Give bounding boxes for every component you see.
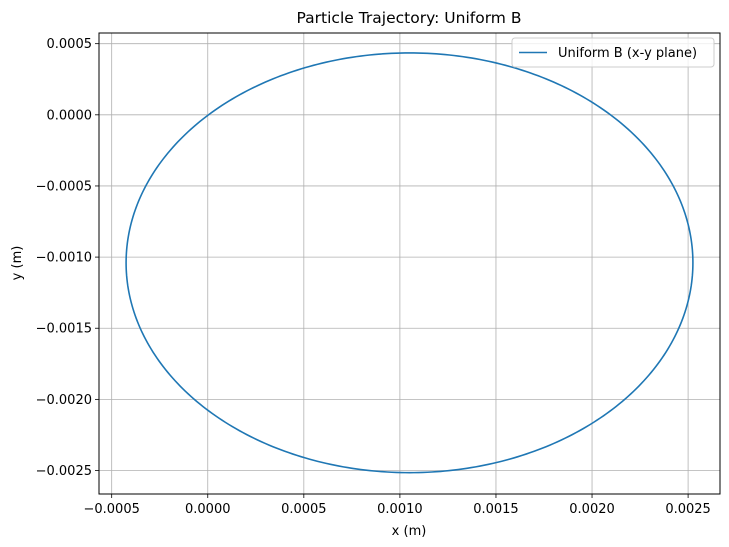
series-layer [125, 52, 694, 474]
x-tick-label: 0.0000 [185, 502, 231, 517]
chart-title: Particle Trajectory: Uniform B [297, 9, 522, 27]
ticks: −0.0005 0.0000 0.0005 0.0010 0.0015 0.0020 0.0… [36, 37, 711, 517]
x-tick-label: −0.0005 [83, 502, 139, 517]
y-tick-label: −0.0005 [36, 179, 92, 194]
legend: Uniform B (x-y plane) [511, 37, 715, 68]
x-tick-label: 0.0025 [665, 502, 711, 517]
x-tick-label: 0.0020 [569, 502, 615, 517]
grid [99, 33, 720, 494]
y-axis-label: y (m) [10, 246, 25, 281]
x-tick-label: 0.0010 [377, 502, 423, 517]
legend-box [511, 37, 715, 68]
trajectory-line [125, 52, 694, 474]
y-tick-label: −0.0020 [36, 393, 92, 408]
legend-label: Uniform B (x-y plane) [558, 46, 697, 61]
y-tick-label: 0.0000 [47, 108, 93, 123]
x-tick-label: 0.0015 [473, 502, 519, 517]
y-tick-label: −0.0015 [36, 322, 92, 337]
y-tick-label: 0.0005 [47, 37, 93, 52]
y-tick-label: −0.0025 [36, 464, 92, 479]
plot-area-frame [98, 32, 721, 495]
x-tick-label: 0.0005 [281, 502, 327, 517]
x-axis-label: x (m) [392, 524, 427, 539]
y-tick-label: −0.0010 [36, 251, 92, 266]
